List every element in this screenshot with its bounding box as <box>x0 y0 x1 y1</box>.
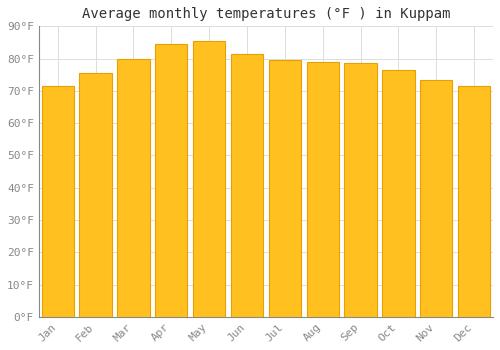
Bar <box>80 73 112 317</box>
Bar <box>118 58 150 317</box>
Title: Average monthly temperatures (°F ) in Kuppam: Average monthly temperatures (°F ) in Ku… <box>82 7 450 21</box>
Bar <box>306 62 339 317</box>
Bar <box>193 41 225 317</box>
Bar <box>269 60 301 317</box>
Bar <box>420 79 452 317</box>
Bar <box>382 70 414 317</box>
Bar <box>458 86 490 317</box>
Bar <box>344 63 376 317</box>
Bar <box>155 44 188 317</box>
Bar <box>42 86 74 317</box>
Bar <box>231 54 263 317</box>
